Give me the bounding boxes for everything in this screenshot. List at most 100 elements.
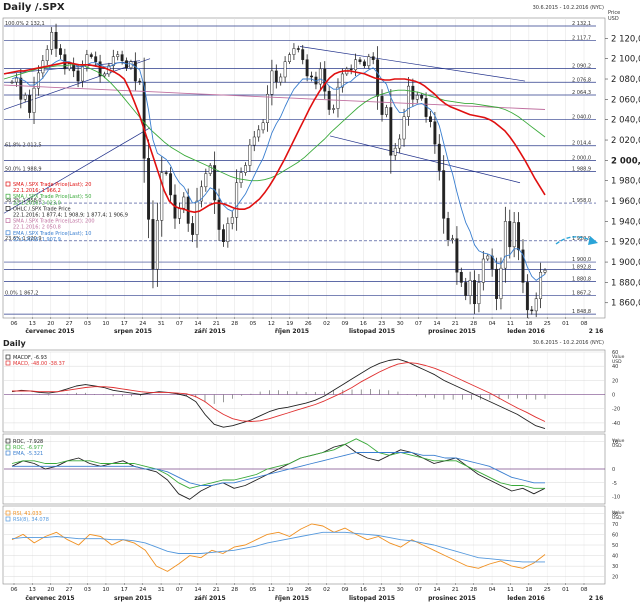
ohlc-body	[235, 182, 239, 218]
ohlc-body	[28, 95, 32, 113]
date-tick-label: 20	[47, 587, 54, 593]
date-tick-label: 14	[194, 587, 201, 593]
ohlc-body	[323, 68, 327, 92]
level-label: 1 900,0	[572, 257, 591, 263]
legend-entry: 22.1.2016; 2 050,8	[13, 225, 61, 231]
ohlc-body	[508, 221, 512, 248]
panel-series-line	[11, 438, 545, 489]
ohlc-body	[213, 165, 217, 201]
forecast-arrow	[555, 236, 591, 245]
date-tick-label: 08	[581, 321, 588, 327]
fib-label: 100.0% 2 132,1	[5, 21, 45, 27]
date-tick-label: 19	[286, 587, 293, 593]
ohlc-body	[543, 269, 547, 273]
ohlc-body	[292, 48, 296, 55]
month-label: 2 16	[589, 595, 604, 602]
level-label: 2 014,4	[572, 141, 591, 147]
date-tick-label: 23	[378, 321, 385, 327]
ohlc-body	[248, 144, 252, 166]
ohlc-body	[521, 249, 525, 283]
ohlc-body	[539, 271, 543, 299]
level-label: 2 117,7	[572, 36, 591, 42]
ohlc-body	[437, 143, 441, 171]
date-tick-label: 17	[121, 321, 128, 327]
panel-legend-swatch	[5, 360, 11, 366]
ohlc-body	[32, 87, 36, 113]
panel-legend-swatch	[5, 450, 11, 456]
panel-tick-label: 40	[612, 364, 618, 370]
main-legend: SMA /.SPX Trade Price(Last); 2022.1.2016…	[5, 181, 128, 243]
date-tick-label: 14	[433, 321, 440, 327]
date-tick-label: 28	[470, 587, 477, 593]
panel-legend-entry: RSI, 41.033	[13, 511, 42, 517]
month-axis-main: červenec 2015 srpen 2015 září 2015 říjen 20…	[25, 328, 603, 335]
panel-legend-swatch	[5, 510, 11, 516]
date-tick-label: 12	[268, 321, 275, 327]
ohlc-body	[433, 121, 437, 145]
month-label: září 2015	[194, 328, 225, 335]
month-label: říjen 2015	[275, 328, 309, 335]
ohlc-body	[221, 229, 225, 242]
ohlc-body	[89, 54, 93, 57]
ohlc-body	[261, 122, 265, 131]
date-tick-label: 25	[544, 321, 551, 327]
panel-axis-label: Value	[612, 510, 625, 516]
legend-swatch	[5, 230, 11, 236]
date-tick-label: 03	[84, 321, 91, 327]
ohlc-body	[266, 94, 269, 123]
chart-title: Daily /.SPX	[3, 2, 65, 13]
ohlc-body	[468, 280, 472, 296]
panel-tick-label: 60	[612, 532, 618, 538]
ohlc-body	[318, 68, 322, 85]
ohlc-body	[36, 72, 40, 89]
date-tick-label: 11	[507, 321, 514, 327]
date-tick-label: 09	[341, 321, 348, 327]
ohlc-body	[94, 56, 98, 62]
ohlc-body	[138, 80, 142, 83]
legend-entry: SMA /.SPX Trade Price(Last); 200	[13, 219, 95, 225]
date-tick-label: 27	[66, 321, 73, 327]
date-tick-label: 05	[250, 321, 257, 327]
month-label: červenec 2015	[25, 595, 74, 602]
month-label: prosinec 2015	[428, 595, 476, 602]
ohlc-body	[473, 280, 476, 305]
date-tick-label: 02	[323, 587, 330, 593]
level-label: 1 988,9	[572, 167, 591, 173]
ohlc-body	[142, 81, 146, 159]
ohlc-body	[230, 217, 234, 224]
ohlc-body	[415, 95, 419, 100]
panel-tick-label: -40	[612, 421, 620, 427]
ohlc-body	[239, 172, 243, 183]
ohlc-body	[111, 56, 115, 67]
unit-label-top: Price	[608, 10, 620, 16]
panel-axis-label: USD	[612, 443, 622, 449]
ohlc-body	[59, 48, 62, 55]
ohlc-body	[362, 61, 366, 67]
panel-tick-label: 10	[612, 440, 618, 446]
date-tick-label: 14	[433, 587, 440, 593]
level-label: 1 848,8	[572, 309, 591, 315]
month-label: listopad 2015	[349, 328, 395, 335]
legend-swatch	[5, 206, 11, 211]
ohlc-body	[217, 199, 221, 230]
price-tick-label: 1 880,0	[611, 278, 640, 288]
fib-label: 38.2% 1 958,0	[5, 198, 42, 204]
ohlc-body	[19, 77, 23, 100]
level-label: 2 132,1	[572, 21, 591, 27]
legend-entry: OHLC /.SPX Trade Price	[13, 206, 71, 212]
price-tick-label: 2 000,0	[611, 156, 640, 166]
panel-tick-label: 50	[612, 543, 618, 549]
date-tick-label: 25	[544, 587, 551, 593]
price-tick-label: 1 980,0	[611, 177, 640, 187]
ohlc-body	[455, 238, 459, 273]
panel-legend-entry: ROC, -7.928	[13, 439, 43, 445]
panel-series-line	[12, 362, 546, 422]
panel-legend-entry: RSI(8), 34.078	[13, 517, 49, 523]
panel-tick-label: 20	[612, 575, 618, 581]
panel-legend-swatch	[5, 516, 11, 522]
ohlc-body	[429, 116, 432, 122]
ohlc-body	[125, 60, 128, 69]
date-tick-label: 24	[139, 321, 146, 327]
